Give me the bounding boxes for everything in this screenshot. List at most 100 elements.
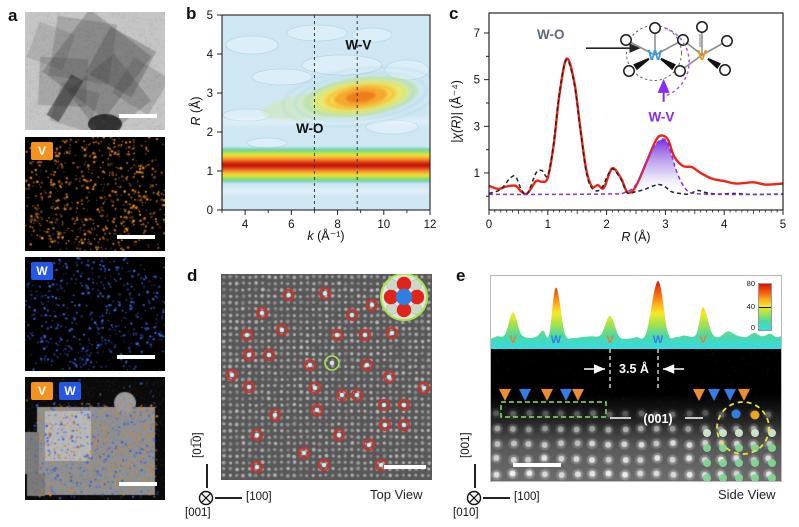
inset-v-atom: V (697, 47, 707, 64)
scale-bar (117, 355, 155, 359)
wv-annotation: W-V (648, 110, 674, 125)
site-marker-blue (519, 389, 531, 401)
series-0 (489, 57, 783, 196)
top-view-overlay (226, 274, 431, 474)
axes-widget-d: [01̅0] [100] [001] (184, 420, 279, 522)
inset-w-atom: W (648, 47, 663, 64)
model-atom (719, 429, 727, 437)
defect-circle (250, 429, 263, 442)
svg-text:0: 0 (486, 219, 492, 231)
model-atom (768, 459, 776, 467)
site-marker-orange (693, 389, 705, 401)
svg-text:0: 0 (207, 205, 213, 217)
svg-text:3: 3 (662, 219, 668, 231)
site-marker-blue (560, 389, 572, 401)
panel-label-d: d (187, 266, 198, 285)
site-marker-orange (499, 389, 511, 401)
svg-text:7: 7 (474, 28, 480, 40)
axis-out-label: [010] (453, 507, 479, 519)
defect-circle (319, 287, 332, 300)
defect-circle (226, 369, 238, 382)
colorbar-tick-0: 0 (750, 323, 755, 332)
model-atom (719, 444, 727, 452)
colorbar-tick-line (759, 307, 771, 308)
defect-circle (363, 439, 376, 452)
defect-circle (336, 389, 349, 402)
svg-text:2: 2 (207, 127, 213, 139)
scale-bar (119, 482, 157, 486)
axis-right-label: [100] (514, 491, 540, 503)
axes-widget-e: [001] [100] [010] (452, 420, 547, 522)
panel-label-e: e (456, 266, 466, 285)
axis-into-page-icon (198, 490, 214, 506)
model-atom (703, 444, 711, 452)
series-1 (489, 59, 783, 196)
peak-label-V: V (509, 334, 517, 346)
wv-contribution-area (624, 139, 698, 195)
model-atom (735, 474, 743, 481)
oxygen-atom (696, 21, 708, 33)
model-atom (735, 429, 743, 437)
scale-bar (513, 463, 561, 467)
model-atom (751, 444, 759, 452)
v-eds-map: V (25, 137, 165, 251)
site-marker-blue (724, 389, 736, 401)
defect-circle (309, 382, 322, 395)
b-x-axis-label: k (Å⁻¹) (307, 229, 345, 243)
defect-circle (275, 323, 288, 336)
defect-circle (282, 289, 295, 301)
top-view-inset (380, 274, 428, 321)
svg-text:1: 1 (474, 168, 480, 180)
oxygen-sphere (383, 289, 399, 305)
c-x-axis-label: R (Å) (621, 230, 651, 244)
panel-label-b: b (186, 4, 197, 23)
dopant-dot-orange (750, 410, 760, 420)
oxygen-atom (623, 65, 635, 77)
defect-circle (359, 328, 372, 341)
axis-right-label: [100] (246, 491, 272, 503)
model-atom (735, 444, 743, 452)
c-y-axis-label: |χ(R)| (Å⁻⁴) (449, 80, 464, 143)
colorbar-tick-40: 40 (746, 302, 755, 311)
peak-label-V: V (606, 334, 614, 346)
svg-text:8: 8 (334, 219, 340, 231)
defect-circle (398, 399, 411, 412)
axis-right-line (483, 497, 510, 499)
defect-circle (298, 447, 311, 460)
scale-bar (117, 235, 155, 239)
svg-text:4: 4 (242, 219, 249, 231)
panel-label-a: a (8, 6, 18, 25)
axis-up-line (474, 464, 476, 488)
defect-circle (242, 381, 255, 394)
colorbar (758, 283, 772, 331)
svg-text:4: 4 (207, 49, 214, 61)
defect-circle (366, 298, 379, 311)
svg-text:1: 1 (545, 219, 551, 231)
svg-text:5: 5 (474, 75, 480, 87)
model-atom (719, 459, 727, 467)
scale-bar (384, 465, 426, 469)
series-2 (489, 138, 783, 196)
tem-canvas (25, 12, 165, 130)
svg-text:W-V: W-V (345, 37, 371, 52)
defect-circle (351, 389, 364, 402)
defect-circle (250, 461, 263, 474)
axis-up-label: [001] (460, 432, 472, 458)
axis-up-label: [01̅0] (192, 432, 204, 458)
b-y-axis-label: R (Å) (189, 96, 203, 126)
oxygen-sphere (409, 289, 425, 305)
model-atom (719, 474, 727, 481)
site-marker-orange (572, 389, 584, 401)
svg-text:1: 1 (207, 166, 213, 178)
defect-circle (383, 371, 396, 384)
oxygen-sphere (396, 276, 412, 292)
model-atom (768, 429, 776, 437)
side-view-label: Side View (718, 487, 776, 502)
plane-label: (001) (643, 412, 672, 426)
model-atom (703, 429, 711, 437)
svg-text:12: 12 (424, 219, 437, 231)
site-marker-orange (541, 389, 553, 401)
defect-circle (379, 419, 392, 432)
